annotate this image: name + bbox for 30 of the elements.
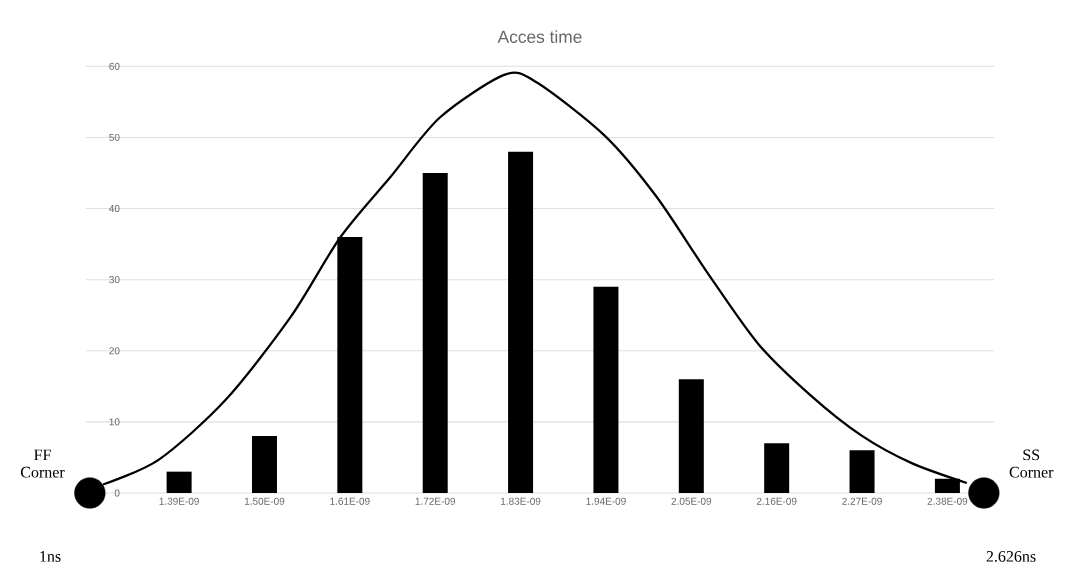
text: SS Corner: [1009, 449, 1054, 478]
bar: [678, 379, 704, 493]
bar: [251, 436, 277, 493]
text: FF Corner: [20, 449, 65, 478]
x-tick-label: 1.61E-09: [330, 497, 370, 505]
x-tick-label: 1.39E-09: [159, 497, 199, 505]
x-tick-label: 2.16E-09: [756, 497, 797, 505]
y-tick-label: 50: [109, 133, 120, 141]
y-tick-label: 10: [109, 418, 120, 426]
bar: [764, 443, 790, 493]
chart-title: Acces time: [497, 30, 582, 43]
bar: [422, 173, 448, 493]
text: 2.626ns: [986, 551, 1036, 562]
bar: [849, 450, 875, 493]
text: 1ns: [40, 551, 61, 562]
x-tick-label: 2.05E-09: [671, 497, 712, 505]
y-tick-label: 40: [109, 205, 120, 213]
x-tick-label: 2.38E-09: [927, 497, 968, 505]
x-tick-label: 1.50E-09: [244, 497, 285, 505]
x-tick-label: 2.27E-09: [842, 497, 882, 505]
y-tick-label: 30: [109, 276, 120, 284]
y-tick-label: 20: [109, 347, 120, 355]
bar: [508, 151, 534, 493]
y-tick-label: 0: [114, 489, 120, 497]
x-tick-label: 1.72E-09: [415, 497, 456, 505]
bar: [593, 286, 619, 493]
x-tick-label: 1.94E-09: [586, 497, 626, 505]
bar: [166, 471, 192, 493]
x-tick-label: 1.83E-09: [501, 497, 541, 505]
y-tick-label: 60: [109, 62, 120, 70]
